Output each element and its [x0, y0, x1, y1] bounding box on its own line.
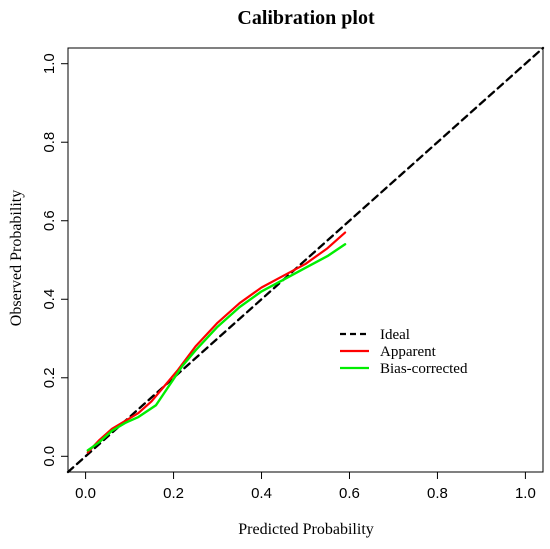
legend-bias-corrected-label: Bias-corrected	[380, 361, 468, 377]
legend-apparent-label: Apparent	[380, 344, 437, 360]
y-tick-label: 0.6	[41, 210, 58, 231]
x-tick-label: 0.2	[163, 485, 184, 502]
x-tick-label: 0.4	[251, 485, 272, 502]
series-ideal-line	[66, 46, 545, 474]
y-tick-label: 1.0	[41, 53, 58, 74]
x-tick-label: 1.0	[515, 485, 536, 502]
y-tick-label: 0.0	[41, 446, 58, 467]
series-bias-corrected-line	[86, 243, 347, 452]
legend-ideal-label: Ideal	[380, 327, 410, 343]
y-axis-label: Observed Probability	[8, 190, 25, 326]
x-tick-label: 0.0	[75, 485, 96, 502]
plot-area: 0.0 0.2 0.4 0.6 0.8 1.0 0.0 0.2 0.4 0.6 0.8 1.0 Idea…	[41, 46, 545, 502]
x-tick-label: 0.8	[427, 485, 448, 502]
y-tick-label: 0.8	[41, 132, 58, 153]
y-tick-label: 0.4	[41, 289, 58, 310]
x-axis-label: Predicted Probability	[238, 521, 374, 538]
y-tick-label: 0.2	[41, 367, 58, 388]
x-tick-label: 0.6	[339, 485, 360, 502]
plot-frame	[67, 47, 544, 473]
series-apparent-line	[86, 231, 347, 454]
chart-title: Calibration plot	[237, 7, 375, 29]
